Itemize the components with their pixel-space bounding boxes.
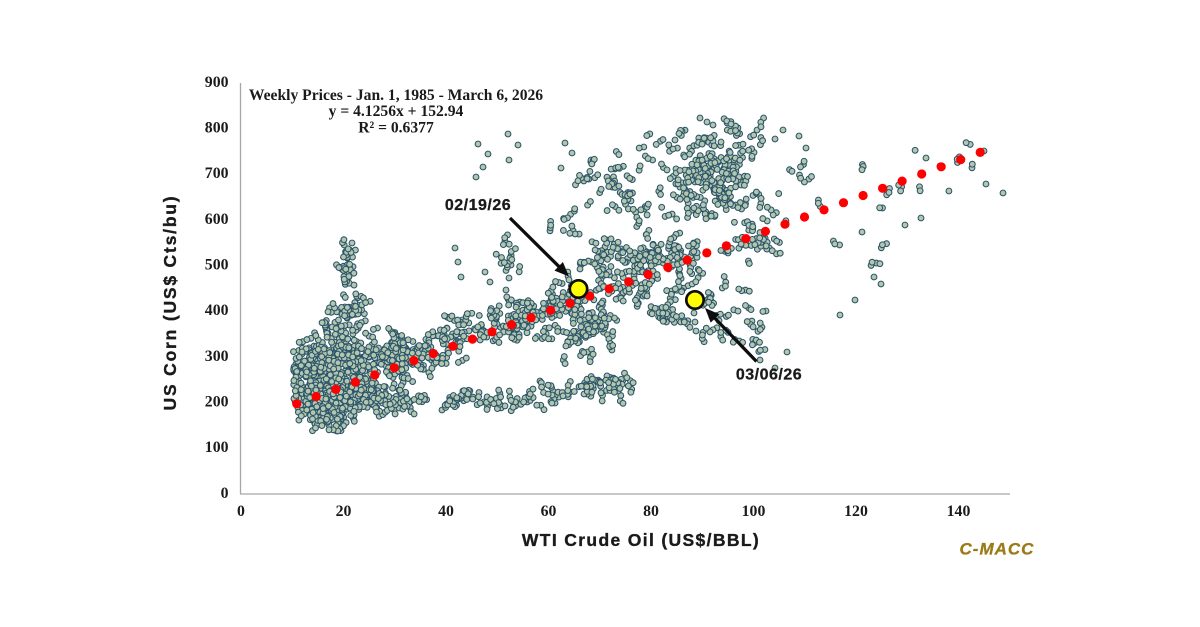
svg-text:60: 60	[541, 503, 557, 520]
svg-text:y = 4.1256x + 152.94: y = 4.1256x + 152.94	[329, 103, 464, 120]
svg-text:03/06/26: 03/06/26	[736, 366, 802, 383]
svg-text:20: 20	[336, 503, 352, 520]
svg-text:C-MACC: C-MACC	[960, 540, 1035, 559]
svg-text:R² = 0.6377: R² = 0.6377	[358, 120, 434, 137]
svg-text:US Corn (US$ Cts/bu): US Corn (US$ Cts/bu)	[160, 195, 180, 411]
svg-text:0: 0	[221, 485, 229, 502]
svg-text:Weekly Prices - Jan. 1, 1985 -: Weekly Prices - Jan. 1, 1985 - March 6, …	[249, 87, 543, 104]
svg-text:800: 800	[205, 120, 229, 137]
svg-text:40: 40	[438, 503, 454, 520]
svg-text:120: 120	[844, 503, 868, 520]
svg-text:100: 100	[205, 439, 229, 456]
svg-text:700: 700	[205, 165, 229, 182]
svg-text:0: 0	[237, 503, 245, 520]
svg-text:600: 600	[205, 211, 229, 228]
svg-text:WTI Crude Oil (US$/BBL): WTI Crude Oil (US$/BBL)	[522, 530, 760, 550]
svg-text:140: 140	[947, 503, 971, 520]
svg-text:200: 200	[205, 394, 229, 411]
svg-text:500: 500	[205, 257, 229, 274]
svg-text:900: 900	[205, 74, 229, 91]
svg-text:100: 100	[742, 503, 766, 520]
svg-text:02/19/26: 02/19/26	[445, 197, 511, 214]
svg-text:400: 400	[205, 302, 229, 319]
svg-text:80: 80	[643, 503, 659, 520]
svg-text:300: 300	[205, 348, 229, 365]
